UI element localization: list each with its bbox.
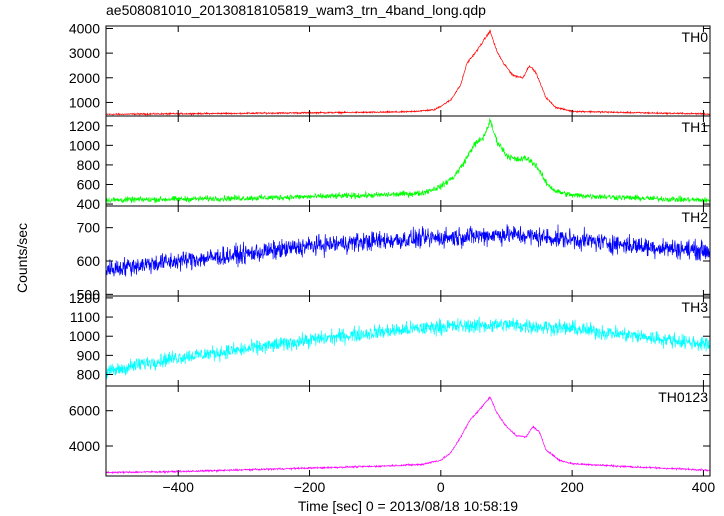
panel-frame-th2	[105, 205, 711, 297]
y-tick-label: 4000	[69, 20, 100, 36]
x-tick-label: −200	[294, 479, 326, 495]
panel-frame-th0123	[105, 385, 711, 477]
series-line-th3	[106, 316, 710, 380]
panel-label: TH2	[682, 209, 709, 225]
panel-label: TH0	[682, 29, 709, 45]
y-tick-label: 4000	[69, 438, 100, 454]
y-tick-label: 1100	[70, 309, 100, 325]
y-tick-label: 500	[77, 286, 101, 302]
x-tick-label: 200	[560, 479, 584, 495]
series-line-th0123	[106, 396, 710, 475]
y-tick-label: 1000	[69, 94, 100, 110]
panel-label: TH3	[682, 299, 709, 315]
y-tick-label: 700	[77, 220, 101, 236]
series-line-th0	[106, 29, 710, 116]
y-tick-label: 900	[77, 347, 101, 363]
y-tick-label: 800	[77, 157, 101, 173]
panel-frame-th1	[105, 115, 711, 207]
x-tick-label: 400	[692, 479, 716, 495]
y-tick-label: 600	[77, 253, 101, 269]
y-tick-label: 400	[77, 196, 101, 212]
y-tick-label: 3000	[69, 45, 100, 61]
chart-title: ae508081010_20130818105819_wam3_trn_4ban…	[106, 2, 486, 18]
y-tick-label: 1200	[69, 290, 100, 306]
x-axis-label: Time [sec] 0 = 2013/08/18 10:58:19	[297, 498, 519, 514]
y-tick-label: 1000	[69, 137, 100, 153]
panel-label: TH1	[682, 119, 709, 135]
panel-frame-th0	[105, 25, 711, 117]
x-tick-label: 0	[437, 479, 445, 495]
y-tick-label: 1000	[69, 328, 100, 344]
panel-label: TH0123	[658, 389, 708, 405]
y-tick-label: 1200	[69, 118, 100, 134]
y-tick-label: 6000	[69, 403, 100, 419]
y-tick-label: 2000	[69, 70, 100, 86]
y-axis-label: Counts/sec	[14, 222, 30, 294]
panel-frame-th3	[105, 295, 711, 387]
series-line-th1	[106, 118, 710, 204]
x-tick-label: −400	[162, 479, 194, 495]
y-tick-label: 600	[77, 176, 101, 192]
series-line-th2	[106, 224, 710, 277]
y-tick-label: 800	[77, 367, 101, 383]
